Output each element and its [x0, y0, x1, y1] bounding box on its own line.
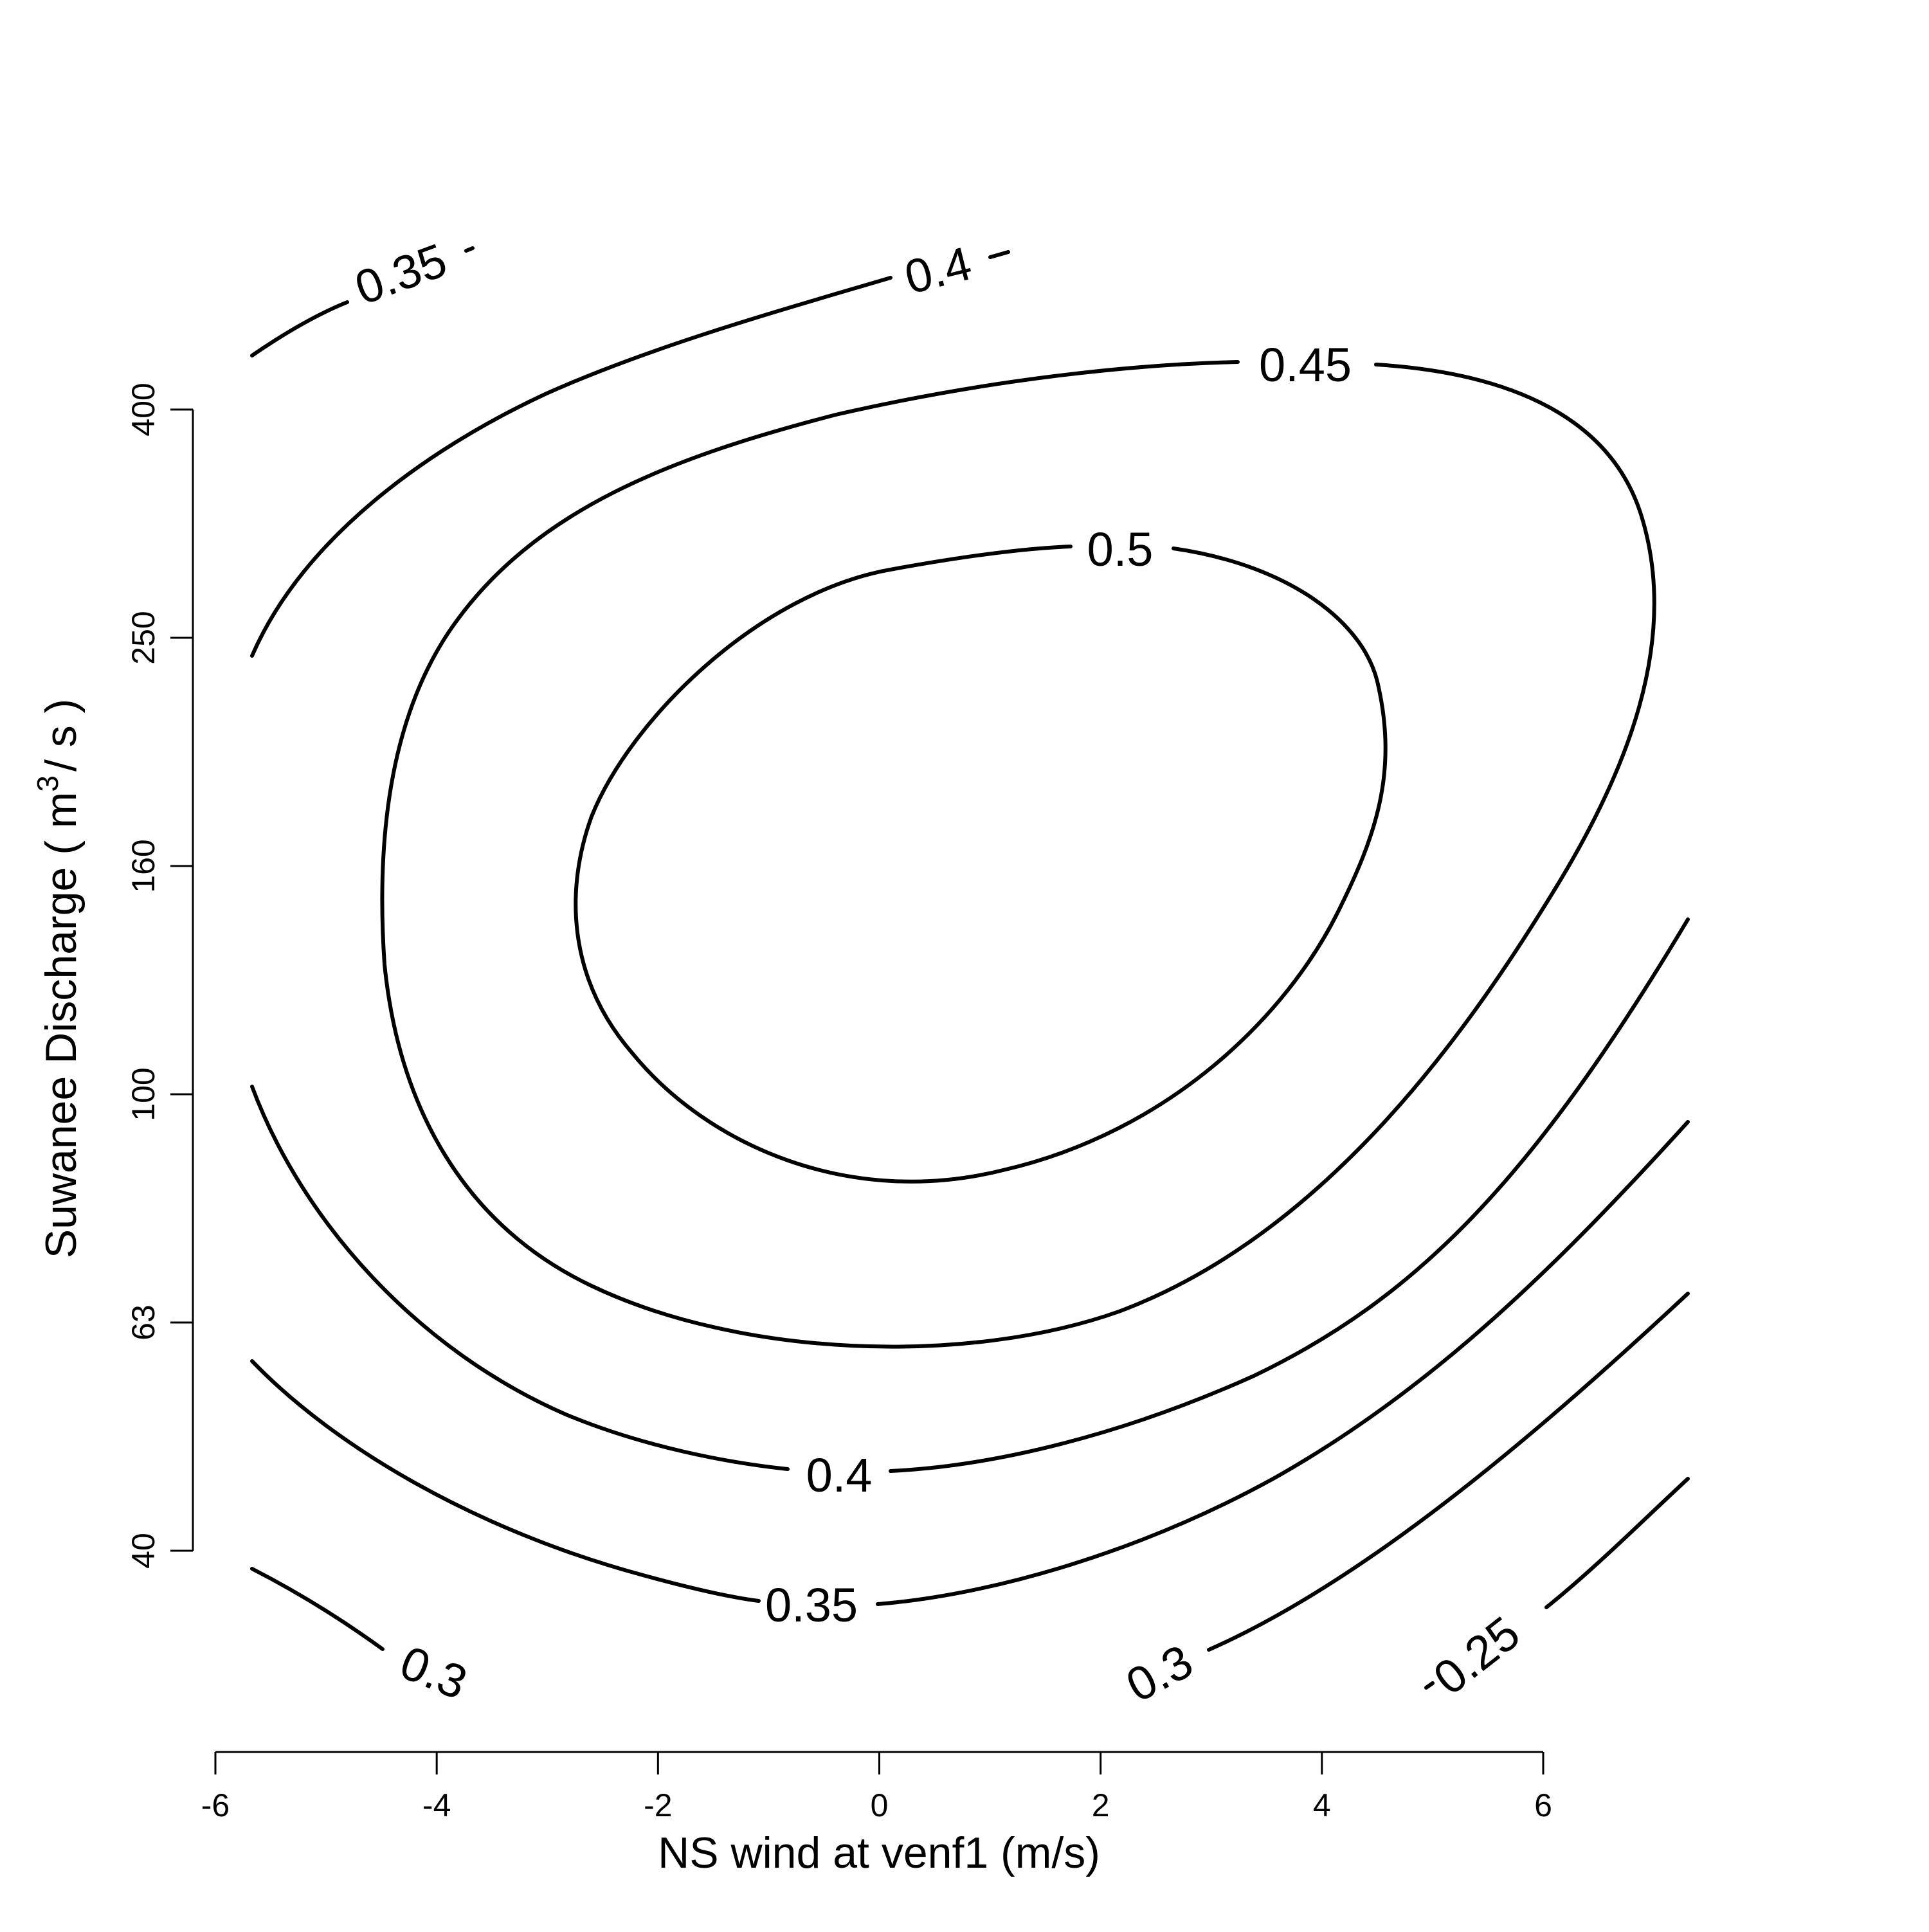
x-tick-label: -4 — [422, 1787, 451, 1823]
contour-label-0.3-left: 0.3 — [393, 1636, 474, 1710]
x-tick-label: -2 — [644, 1787, 672, 1823]
x-tick-label: 0 — [871, 1787, 889, 1823]
x-tick-label: 4 — [1313, 1787, 1331, 1823]
y-axis-title: Suwanee Discharge ( m3 / s ) — [31, 699, 86, 1259]
y-tick-label: 100 — [125, 1067, 161, 1121]
contour-line-0.35-lower — [250, 1359, 761, 1603]
y-axis-title-main: Suwanee Discharge ( m — [37, 792, 86, 1259]
contour-line-0.45 — [380, 360, 1656, 1349]
contour-line-0.35-lower-right — [876, 1120, 1690, 1606]
contour-label-0.4-upper: 0.4 — [900, 237, 977, 304]
contour-label-0.4-lower: 0.4 — [806, 1449, 873, 1502]
y-axis-title-superscript: 3 — [31, 775, 64, 792]
contour-line-0.25-end — [1424, 1681, 1435, 1690]
x-tick-label: 6 — [1534, 1787, 1552, 1823]
contour-line-0.3-left — [250, 1567, 385, 1651]
y-axis-title-tail: / s ) — [37, 699, 86, 772]
y-tick-label: 160 — [125, 839, 161, 892]
contour-line-0.4-upper-end — [988, 250, 1010, 259]
contour-line-0.3-right — [1207, 1292, 1690, 1652]
contour-line-0.5 — [574, 545, 1388, 1184]
x-axis-title: NS wind at venf1 (m/s) — [658, 1828, 1100, 1877]
contour-line-0.25 — [1544, 1477, 1690, 1609]
contour-line-0.35-upper — [250, 300, 349, 357]
contour-label-0.35-upper: 0.35 — [348, 233, 453, 314]
contour-line-0.35-upper-end — [464, 246, 475, 253]
contour-label-0.25: 0.25 — [1424, 1606, 1530, 1705]
contour-label-0.3-right: 0.3 — [1118, 1634, 1201, 1713]
x-axis-ticks: -6 -4 -2 0 2 4 6 — [201, 1752, 1552, 1823]
contour-line-0.4-upper — [250, 276, 892, 658]
y-tick-label: 40 — [125, 1533, 161, 1569]
contour-line-0.4-lower — [250, 1085, 790, 1471]
contour-label-0.45: 0.45 — [1259, 338, 1352, 392]
y-tick-label: 400 — [125, 383, 161, 436]
contour-line-0.4-lower-right — [889, 917, 1690, 1473]
y-tick-label: 63 — [125, 1305, 161, 1341]
contour-label-0.5: 0.5 — [1087, 523, 1154, 576]
x-tick-label: 2 — [1092, 1787, 1110, 1823]
contour-label-0.35-lower: 0.35 — [765, 1578, 858, 1632]
x-tick-label: -6 — [201, 1787, 230, 1823]
y-tick-label: 250 — [125, 611, 161, 664]
y-axis-ticks: 40 63 100 160 250 400 — [125, 383, 193, 1569]
